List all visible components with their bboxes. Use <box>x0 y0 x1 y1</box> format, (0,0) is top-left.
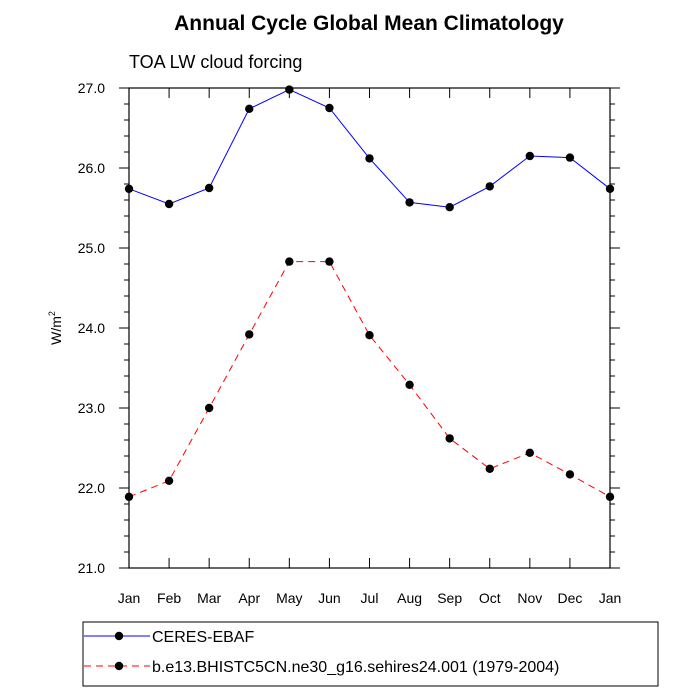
x-tick-label: Oct <box>479 590 501 606</box>
chart-title: Annual Cycle Global Mean Climatology <box>174 12 564 35</box>
series-2-point <box>245 330 254 339</box>
x-tick-label: Sep <box>437 590 462 606</box>
y-tick-label: 24.0 <box>78 320 105 336</box>
series-2-point <box>565 470 575 479</box>
series-1-point <box>525 151 535 161</box>
series-2-point <box>445 434 454 443</box>
series-1-point <box>164 199 174 209</box>
series-2-point <box>405 380 414 389</box>
series-1-point <box>204 183 214 193</box>
y-tick-label: 25.0 <box>78 240 105 256</box>
x-tick-label: Jan <box>599 590 622 606</box>
y-tick-label: 26.0 <box>78 160 105 176</box>
series-line-1 <box>128 89 611 208</box>
y-tick-label: 22.0 <box>78 480 105 496</box>
series-layer <box>124 85 615 501</box>
x-tick-label: Dec <box>557 590 582 606</box>
x-tick-label: Jul <box>361 590 379 606</box>
legend: CERES-EBAF b.e13.BHISTC5CN.ne30_g16.sehir… <box>82 621 659 687</box>
legend-marker-2 <box>114 661 124 671</box>
legend-box <box>82 621 659 687</box>
y-axis-label-base: W/m <box>48 316 64 345</box>
series-1-point <box>405 198 414 207</box>
series-1-point <box>285 85 294 94</box>
series-1-point <box>245 104 254 114</box>
axis-ticks: Jan Feb Mar Apr May Jun Jul Aug Sep Oct Nov Dec Jan 2… <box>78 80 622 606</box>
series-2-point <box>204 403 214 413</box>
y-tick-label: 21.0 <box>78 560 105 576</box>
y-tick-label: 23.0 <box>78 400 105 416</box>
series-1-point <box>325 103 334 113</box>
series-line-2 <box>128 261 611 498</box>
series-2-point <box>325 257 334 266</box>
series-2-point <box>365 331 374 340</box>
series-1-point <box>124 184 134 193</box>
series-2-point <box>485 464 494 473</box>
chart-subtitle: TOA LW cloud forcing <box>129 52 302 72</box>
series-2-point <box>525 448 535 457</box>
x-tick-label: Jun <box>318 590 341 606</box>
series-1-point <box>565 153 575 162</box>
series-2-point <box>605 492 615 501</box>
series-2-point <box>285 257 294 266</box>
series-2-point <box>164 476 174 485</box>
series-1-point <box>445 203 454 212</box>
y-axis-label: W/m2 <box>47 311 64 345</box>
x-tick-label: Aug <box>397 590 422 606</box>
x-tick-label: Nov <box>517 590 542 606</box>
x-tick-label: Apr <box>238 590 260 606</box>
legend-label-1: CERES-EBAF <box>152 629 254 646</box>
legend-marker-1 <box>114 631 124 641</box>
y-tick-label: 27.0 <box>78 80 105 96</box>
series-2-point <box>124 492 134 501</box>
y-axis-label-superscript: 2 <box>47 311 57 316</box>
series-1-point <box>365 154 374 163</box>
x-tick-label: Jan <box>118 590 141 606</box>
svg-text:W/m2: W/m2 <box>47 311 64 345</box>
legend-label-2: b.e13.BHISTC5CN.ne30_g16.sehires24.001 (… <box>152 659 559 676</box>
x-tick-label: Feb <box>157 590 181 606</box>
x-tick-label: May <box>276 590 302 606</box>
series-1-point <box>485 182 494 191</box>
x-tick-label: Mar <box>197 590 221 606</box>
series-1-point <box>605 184 615 193</box>
